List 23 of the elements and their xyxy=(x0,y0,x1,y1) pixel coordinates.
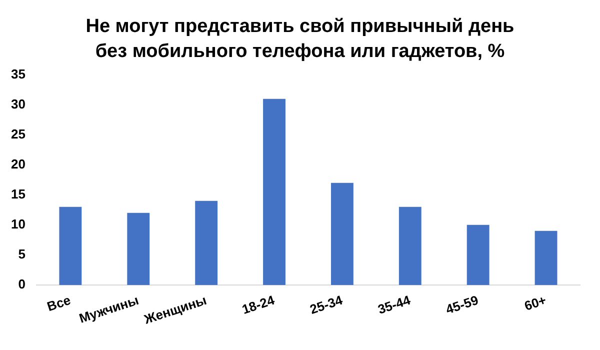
bar xyxy=(195,200,218,285)
x-tick-label: 25-34 xyxy=(308,292,345,318)
bar xyxy=(127,212,150,285)
y-tick-label: 25 xyxy=(10,126,26,142)
bar xyxy=(534,230,558,285)
x-tick-label: 60+ xyxy=(522,292,548,314)
chart-title: Не могут представить свой привычный день без мобильного телефона или гаджетов, % xyxy=(84,15,516,64)
y-tick-label: 0 xyxy=(18,276,26,292)
bar xyxy=(263,98,286,285)
x-tick-label: 18-24 xyxy=(240,292,278,318)
y-tick-label: 35 xyxy=(10,66,26,82)
bar xyxy=(398,206,422,285)
y-tick-label: 30 xyxy=(10,96,26,112)
y-tick-label: 15 xyxy=(10,186,26,202)
bar xyxy=(466,224,490,285)
y-tick-label: 20 xyxy=(10,156,26,172)
y-tick-label: 5 xyxy=(18,246,26,262)
x-tick-label: 45-59 xyxy=(444,292,480,318)
x-tick-label: Все xyxy=(45,292,72,314)
x-tick-label: 35-44 xyxy=(376,292,413,318)
bar xyxy=(59,206,82,285)
bar xyxy=(330,182,354,285)
y-tick-label: 10 xyxy=(10,216,26,232)
